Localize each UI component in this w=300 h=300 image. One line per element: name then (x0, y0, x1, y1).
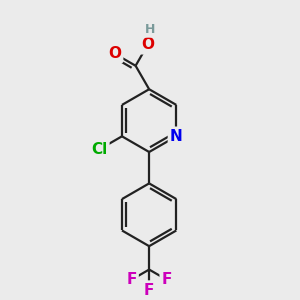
Text: O: O (141, 37, 154, 52)
Text: N: N (170, 129, 183, 144)
Text: F: F (126, 272, 136, 287)
Text: Cl: Cl (91, 142, 107, 157)
Text: F: F (144, 283, 154, 298)
Text: O: O (108, 46, 121, 61)
Text: H: H (145, 23, 156, 36)
Text: F: F (162, 272, 172, 287)
